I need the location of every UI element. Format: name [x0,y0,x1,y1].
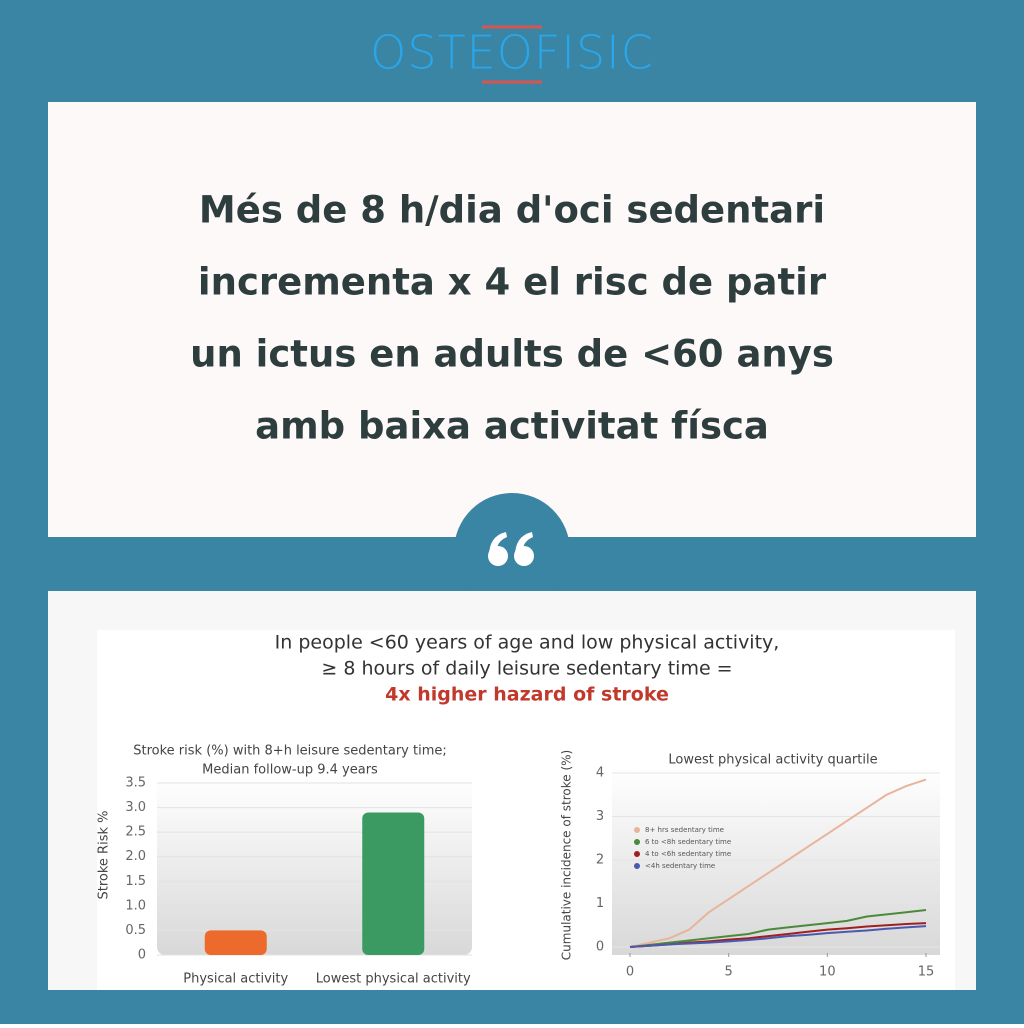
legend-label: 4 to <6h sedentary time [645,850,731,858]
y-tick-label: 2.0 [125,849,146,864]
headline-line: un ictus en adults de <60 anys [190,333,834,376]
y-tick-label: 2 [596,853,604,868]
y-axis-label: Stroke Risk % [97,811,112,900]
chart-title: Median follow-up 9.4 years [202,763,378,778]
y-tick-label: 0 [596,940,604,955]
series-line [629,925,927,948]
chart-title: Lowest physical activity quartile [668,753,877,768]
legend-swatch [634,851,640,857]
figure-line: ≥ 8 hours of daily leisure sedentary tim… [321,658,732,680]
headline-line: Més de 8 h/dia d'oci sedentari [199,189,825,232]
y-tick-label: 1.0 [125,898,146,913]
legend-label: 6 to <8h sedentary time [645,838,731,846]
bar [204,930,267,955]
y-tick-label: 3.5 [125,776,146,791]
legend-label: 8+ hrs sedentary time [645,826,724,834]
plot-area [612,768,940,955]
headline-line: amb baixa activitat físca [255,405,769,448]
x-tick-label: Physical activity [183,972,288,987]
chart-title: Stroke risk (%) with 8+h leisure sedenta… [133,744,447,759]
y-tick-label: 0 [138,948,146,963]
y-tick-label: 3.0 [125,800,146,815]
charts: Stroke risk (%) with 8+h leisure sedenta… [97,744,940,987]
legend-swatch [634,839,640,845]
x-tick-label: Lowest physical activity [316,972,471,987]
y-axis-label: Cumulative incidence of stroke (%) [560,750,574,960]
headline-line: incrementa x 4 el risc de patir [198,261,827,304]
y-tick-label: 1.5 [125,874,146,889]
y-tick-label: 3 [596,809,604,824]
headline: Més de 8 h/dia d'oci sedentari incrementa… [190,189,834,448]
x-tick-label: 5 [725,965,733,980]
y-tick-label: 0.5 [125,923,146,938]
x-tick-label: 0 [626,965,634,980]
bar [362,812,425,955]
logo: OSTEOFISIC [370,26,654,80]
legend-swatch [634,827,640,833]
legend-swatch [634,863,640,869]
quote-badge [454,493,570,609]
series-line [629,909,927,948]
x-tick-label: 10 [819,965,836,980]
x-tick-label: 15 [918,965,935,980]
legend-label: <4h sedentary time [645,862,715,870]
series-line [629,778,927,948]
headline-card [48,102,976,537]
figure-line: In people <60 years of age and low physi… [275,632,780,654]
y-tick-label: 4 [596,766,604,781]
y-tick-label: 1 [596,896,604,911]
plot-area [157,778,472,955]
y-tick-label: 2.5 [125,825,146,840]
figure-highlight: 4x higher hazard of stroke [385,684,669,706]
quote-icon [488,532,534,566]
